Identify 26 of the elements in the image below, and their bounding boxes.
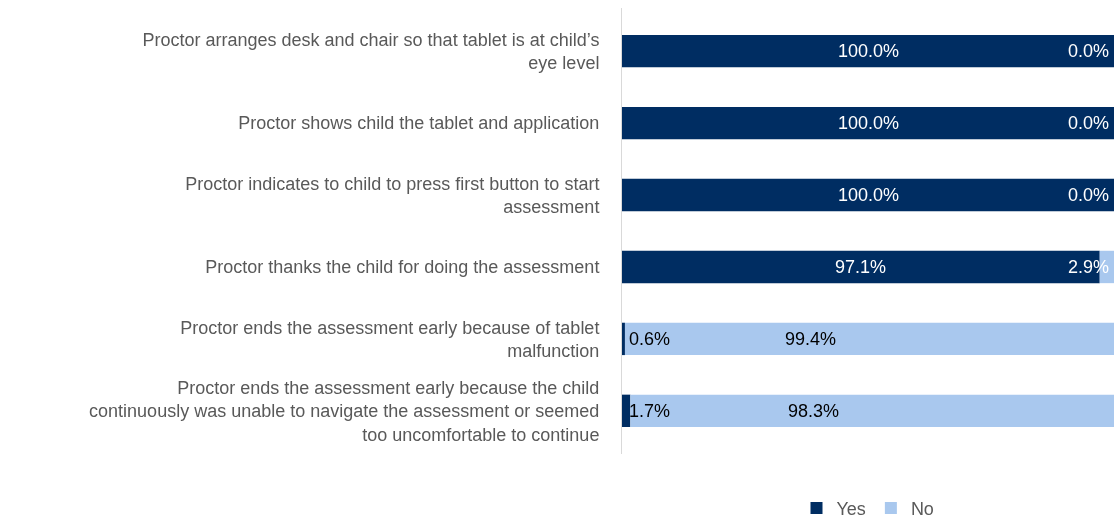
data-label: 0.0% [1068,185,1110,205]
data-label: 98.3% [788,401,840,421]
y-tick-label: Proctor indicates to child to press first button to start assessment [185,173,600,218]
legend-label: No [910,498,934,519]
data-label: 97.1% [835,257,887,277]
bar [622,106,1114,140]
bar [622,178,1114,212]
bar [622,322,625,356]
y-tick-label: Proctor ends the assessment early because the child continuously was unable to navigate the assessment or seemed too uncomfortable to continue [89,377,600,445]
data-label: 1.7% [629,401,671,421]
data-label: 0.0% [1068,41,1110,61]
data-label: 100.0% [838,113,900,133]
data-label: 100.0% [838,185,900,205]
y-tick-label: Proctor arranges desk and chair so that tablet is at child’s eye level [142,29,600,74]
y-tick-label: Proctor thanks the child for doing the assessment [205,257,600,278]
legend-label: Yes [836,498,866,519]
bar [622,394,631,428]
data-label: 0.0% [1068,113,1110,133]
bar [630,394,1114,428]
data-label: 99.4% [785,329,837,349]
bar [622,34,1114,68]
y-tick-label: Proctor shows child the tablet and application [238,113,600,134]
data-label: 100.0% [838,41,900,61]
bar [624,322,1114,356]
y-tick-label: Proctor ends the assessment early because of tablet malfunction [180,317,600,361]
data-label: 0.6% [629,329,671,349]
